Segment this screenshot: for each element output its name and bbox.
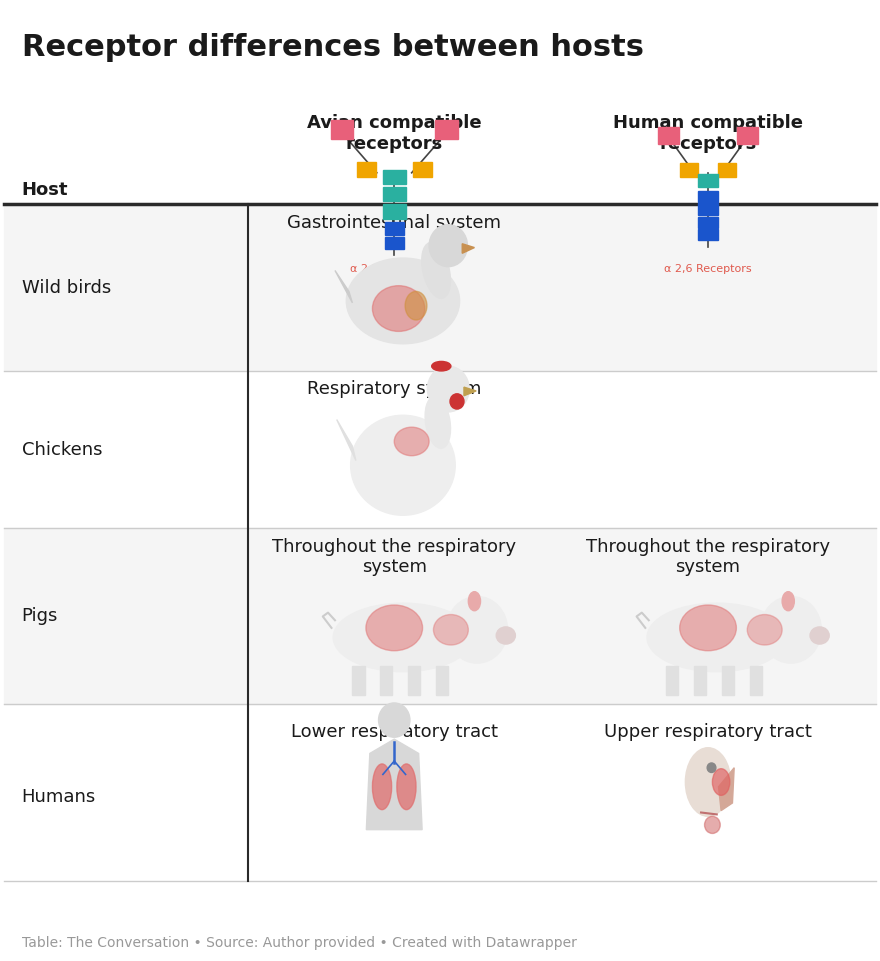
Bar — [737, 127, 758, 144]
Bar — [699, 229, 717, 240]
Bar — [750, 666, 762, 695]
Text: Host: Host — [22, 181, 68, 199]
Circle shape — [450, 394, 464, 409]
Bar — [436, 666, 448, 695]
Polygon shape — [366, 739, 422, 829]
Bar — [680, 163, 698, 177]
Polygon shape — [335, 270, 352, 303]
Text: Avian compatible
receptors: Avian compatible receptors — [307, 113, 481, 153]
Text: Chickens: Chickens — [22, 440, 102, 458]
Polygon shape — [462, 244, 474, 254]
Text: Human compatible
receptors: Human compatible receptors — [613, 113, 803, 153]
Bar — [383, 170, 406, 185]
Bar — [694, 666, 707, 695]
Text: Gastrointestinal system: Gastrointestinal system — [287, 213, 502, 232]
Text: Receptor differences between hosts: Receptor differences between hosts — [22, 33, 643, 62]
Text: Wild birds: Wild birds — [22, 279, 111, 297]
Polygon shape — [718, 768, 734, 810]
Bar — [4, 714, 876, 880]
Ellipse shape — [425, 397, 451, 448]
Ellipse shape — [713, 769, 730, 796]
Ellipse shape — [372, 285, 425, 332]
Ellipse shape — [705, 816, 720, 833]
Text: Upper respiratory tract: Upper respiratory tract — [604, 724, 812, 742]
Bar — [352, 666, 364, 695]
Bar — [383, 205, 406, 218]
Circle shape — [760, 597, 821, 663]
Text: Table: The Conversation • Source: Author provided • Created with Datawrapper: Table: The Conversation • Source: Author… — [22, 936, 576, 949]
Text: Respiratory system: Respiratory system — [307, 381, 481, 399]
Text: α 2,3 Receptors: α 2,3 Receptors — [350, 264, 438, 274]
Bar — [385, 222, 404, 234]
Bar — [658, 127, 679, 144]
Text: Humans: Humans — [22, 788, 96, 806]
Bar — [699, 204, 717, 214]
Ellipse shape — [747, 614, 782, 645]
Text: α 2,6 Receptors: α 2,6 Receptors — [664, 264, 752, 274]
Ellipse shape — [372, 764, 392, 810]
Bar — [722, 666, 734, 695]
Bar — [4, 205, 876, 371]
Bar — [436, 120, 458, 139]
Text: Throughout the respiratory
system: Throughout the respiratory system — [272, 537, 517, 577]
Bar — [4, 529, 876, 704]
Ellipse shape — [405, 291, 427, 320]
Bar — [383, 187, 406, 202]
Text: Throughout the respiratory
system: Throughout the respiratory system — [586, 537, 830, 577]
Ellipse shape — [810, 627, 829, 644]
Polygon shape — [337, 420, 356, 460]
Bar — [413, 162, 432, 177]
Bar — [408, 666, 421, 695]
Circle shape — [378, 702, 410, 737]
Ellipse shape — [468, 592, 480, 611]
Ellipse shape — [496, 627, 516, 644]
Ellipse shape — [350, 415, 455, 515]
Ellipse shape — [394, 427, 429, 456]
Bar — [331, 120, 353, 139]
Ellipse shape — [679, 605, 737, 651]
Bar — [380, 666, 392, 695]
Ellipse shape — [432, 361, 451, 371]
Ellipse shape — [686, 748, 730, 816]
Ellipse shape — [334, 604, 473, 672]
Polygon shape — [464, 387, 476, 396]
Circle shape — [428, 366, 469, 412]
Bar — [699, 191, 717, 203]
Bar — [356, 162, 376, 177]
Circle shape — [708, 763, 716, 773]
Ellipse shape — [347, 259, 459, 344]
Bar — [666, 666, 678, 695]
Ellipse shape — [422, 242, 451, 298]
Ellipse shape — [647, 604, 787, 672]
Ellipse shape — [366, 605, 422, 651]
Bar — [385, 236, 404, 249]
Circle shape — [446, 597, 508, 663]
Bar — [4, 371, 876, 529]
Text: Lower respiratory tract: Lower respiratory tract — [290, 724, 498, 742]
Bar — [698, 174, 718, 187]
Bar — [699, 216, 717, 228]
Bar — [718, 163, 736, 177]
Ellipse shape — [782, 592, 795, 611]
Circle shape — [429, 225, 467, 266]
Ellipse shape — [434, 614, 468, 645]
Text: Pigs: Pigs — [22, 607, 58, 626]
Ellipse shape — [397, 764, 416, 810]
